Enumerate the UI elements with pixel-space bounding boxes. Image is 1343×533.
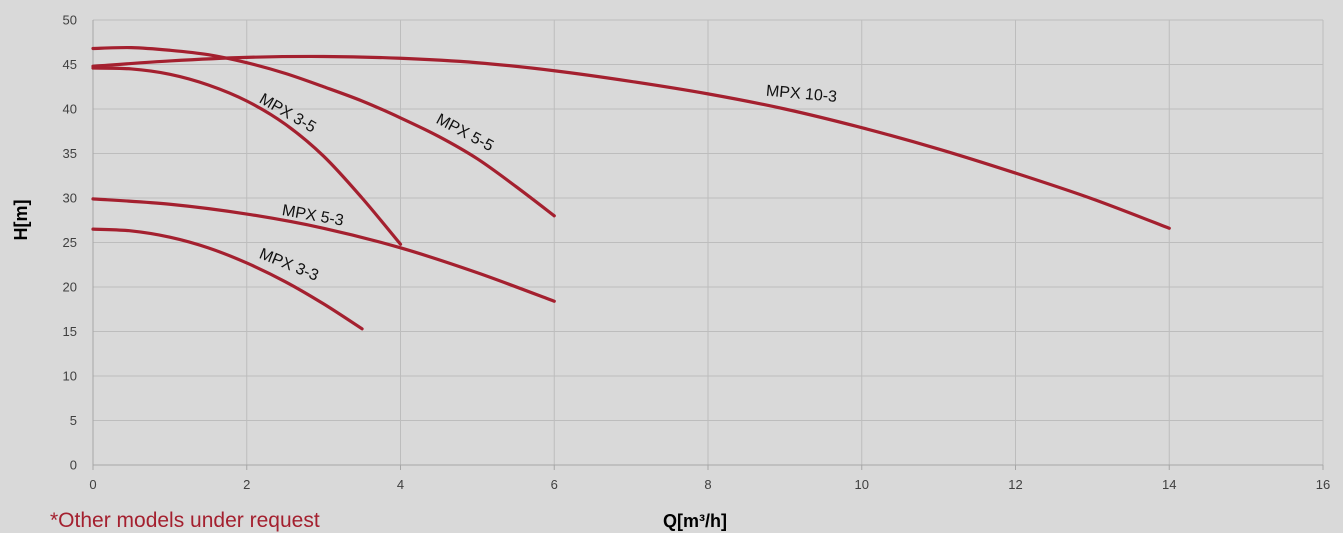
curve-label: MPX 3-5 [256,91,318,137]
series-line-mpx-10-3 [91,54,1171,230]
curve-layer [91,45,1171,331]
x-tick-label: 0 [89,477,96,492]
y-tick-label: 0 [70,458,77,473]
series-line-mpx-3-3 [91,227,364,331]
y-tick-label: 15 [63,324,77,339]
curve-label: MPX 10-3 [765,83,837,106]
y-tick-label: 35 [63,146,77,161]
series-line-mpx-5-3 [91,197,556,303]
x-tick-label: 2 [243,477,250,492]
y-tick-label: 45 [63,57,77,72]
series-line-mpx-3-5 [91,66,403,246]
x-tick-label: 16 [1316,477,1330,492]
grid-layer [93,19,1324,465]
y-tick-label: 10 [63,369,77,384]
x-tick-label: 4 [397,477,404,492]
x-tick-label: 14 [1162,477,1176,492]
x-axis-title: Q[m³/h] [663,511,727,531]
footnote: *Other models under request [50,509,320,532]
curve-label: MPX 3-3 [257,246,321,285]
x-tick-label: 8 [704,477,711,492]
curve-label: MPX 5-5 [433,111,496,155]
series-line-mpx-5-5 [91,45,556,218]
y-tick-label: 5 [70,413,77,428]
x-tick-label: 10 [855,477,869,492]
y-tick-label: 40 [63,102,77,117]
y-tick-label: 50 [63,13,77,28]
y-axis-title: H[m] [11,200,31,241]
axis-layer: 0 5 10 15 20 25 30 35 40 45 50 0 2 4 6 8 10 12 14 16 [63,13,1331,493]
x-tick-label: 12 [1008,477,1022,492]
y-tick-label: 25 [63,235,77,250]
y-tick-label: 30 [63,191,77,206]
x-tick-label: 6 [551,477,558,492]
y-tick-label: 20 [63,280,77,295]
